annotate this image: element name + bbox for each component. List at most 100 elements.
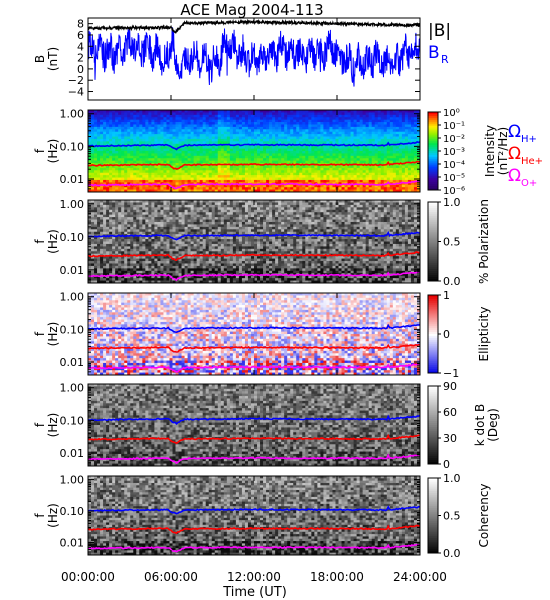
- intensity-cell: [100, 138, 104, 142]
- intensity-cell: [308, 151, 312, 154]
- intensity-cell: [241, 112, 246, 116]
- intensity-cell: [148, 126, 152, 130]
- intensity-cell: [169, 124, 173, 128]
- intensity-cell: [151, 184, 155, 188]
- polarization-cell: [112, 236, 116, 240]
- intensity-cell: [407, 117, 412, 121]
- polarization-cell: [124, 265, 128, 269]
- intensity-cell: [302, 177, 306, 181]
- intensity-cell: [359, 134, 364, 137]
- intensity-cell: [241, 184, 246, 188]
- intensity-cell: [199, 151, 204, 154]
- polarization-cell: [103, 251, 107, 255]
- polarization-cell: [160, 217, 164, 220]
- intensity-cell: [163, 177, 167, 181]
- intensity-cell: [380, 189, 385, 193]
- intensity-cell: [199, 172, 204, 176]
- intensity-cell: [121, 141, 125, 145]
- intensity-cell: [112, 146, 116, 149]
- intensity-cell: [109, 119, 113, 123]
- intensity-cell: [338, 119, 342, 123]
- polarization-cell: [100, 209, 104, 213]
- intensity-cell: [287, 167, 291, 171]
- polarization-cell: [97, 212, 101, 216]
- polarization-cell: [91, 241, 95, 245]
- intensity-cell: [260, 175, 264, 178]
- intensity-cell: [395, 146, 400, 149]
- polarization-cell: [163, 278, 167, 281]
- intensity-cell: [220, 119, 225, 123]
- intensity-cell: [371, 119, 376, 123]
- polarization-cell: [94, 221, 98, 225]
- intensity-cell: [247, 129, 252, 133]
- polarization-cell: [154, 263, 158, 267]
- intensity-cell: [232, 167, 237, 171]
- intensity-cell: [121, 175, 125, 178]
- intensity-cell: [250, 177, 255, 181]
- intensity-cell: [112, 129, 116, 133]
- intensity-cell: [260, 146, 264, 149]
- polarization-cell: [181, 280, 185, 284]
- intensity-cell: [410, 163, 415, 166]
- intensity-cell: [323, 172, 327, 176]
- intensity-cell: [106, 136, 110, 140]
- intensity-cell: [266, 165, 270, 169]
- intensity-cell: [178, 112, 182, 116]
- intensity-colorbar-tick-label: 10⁻³: [443, 147, 465, 158]
- polarization-cell: [109, 239, 113, 242]
- intensity-cell: [347, 148, 351, 152]
- intensity-cell: [247, 153, 252, 157]
- intensity-cell: [229, 153, 234, 157]
- intensity-cell: [106, 187, 110, 190]
- polarization-cell: [112, 221, 116, 225]
- intensity-cell: [232, 136, 237, 140]
- intensity-cell: [148, 179, 152, 183]
- intensity-cell: [356, 177, 361, 181]
- intensity-cell: [383, 177, 388, 181]
- intensity-cell: [350, 146, 354, 149]
- intensity-cell: [311, 155, 315, 159]
- polarization-cell: [169, 207, 173, 211]
- intensity-cell: [374, 119, 379, 123]
- polarization-cell: [97, 207, 101, 211]
- polarization-cell: [136, 229, 140, 233]
- polarization-cell: [133, 256, 137, 259]
- polarization-cell: [148, 248, 152, 252]
- intensity-cell: [380, 184, 385, 188]
- intensity-cell: [350, 151, 354, 154]
- intensity-cell: [133, 136, 137, 140]
- polarization-cell: [166, 200, 170, 203]
- intensity-cell: [124, 151, 128, 154]
- intensity-cell: [136, 172, 140, 176]
- intensity-cell: [344, 158, 348, 162]
- intensity-cell: [118, 141, 122, 145]
- intensity-cell: [302, 165, 306, 169]
- intensity-cell: [299, 172, 303, 176]
- intensity-cell: [350, 136, 354, 140]
- intensity-cell: [124, 175, 128, 178]
- intensity-cell: [383, 114, 388, 118]
- intensity-cell: [247, 146, 252, 149]
- intensity-cell: [181, 160, 185, 164]
- intensity-cell: [380, 136, 385, 140]
- intensity-cell: [190, 170, 195, 174]
- polarization-cell: [121, 246, 125, 250]
- intensity-cell: [178, 187, 182, 190]
- intensity-cell: [407, 129, 412, 133]
- polarization-cell: [88, 243, 92, 247]
- intensity-cell: [193, 158, 198, 162]
- intensity-cell: [163, 114, 167, 118]
- intensity-cell: [214, 151, 219, 154]
- polarization-cell: [172, 243, 176, 247]
- intensity-cell: [398, 153, 403, 157]
- polarization-cell: [121, 212, 125, 216]
- polarization-cell: [100, 275, 104, 279]
- intensity-cell: [91, 151, 95, 154]
- intensity-cell: [383, 131, 388, 135]
- intensity-cell: [278, 179, 282, 183]
- intensity-cell: [250, 182, 255, 186]
- intensity-cell: [278, 141, 282, 145]
- polarization-cell: [103, 217, 107, 220]
- intensity-cell: [148, 146, 152, 149]
- intensity-cell: [350, 126, 354, 130]
